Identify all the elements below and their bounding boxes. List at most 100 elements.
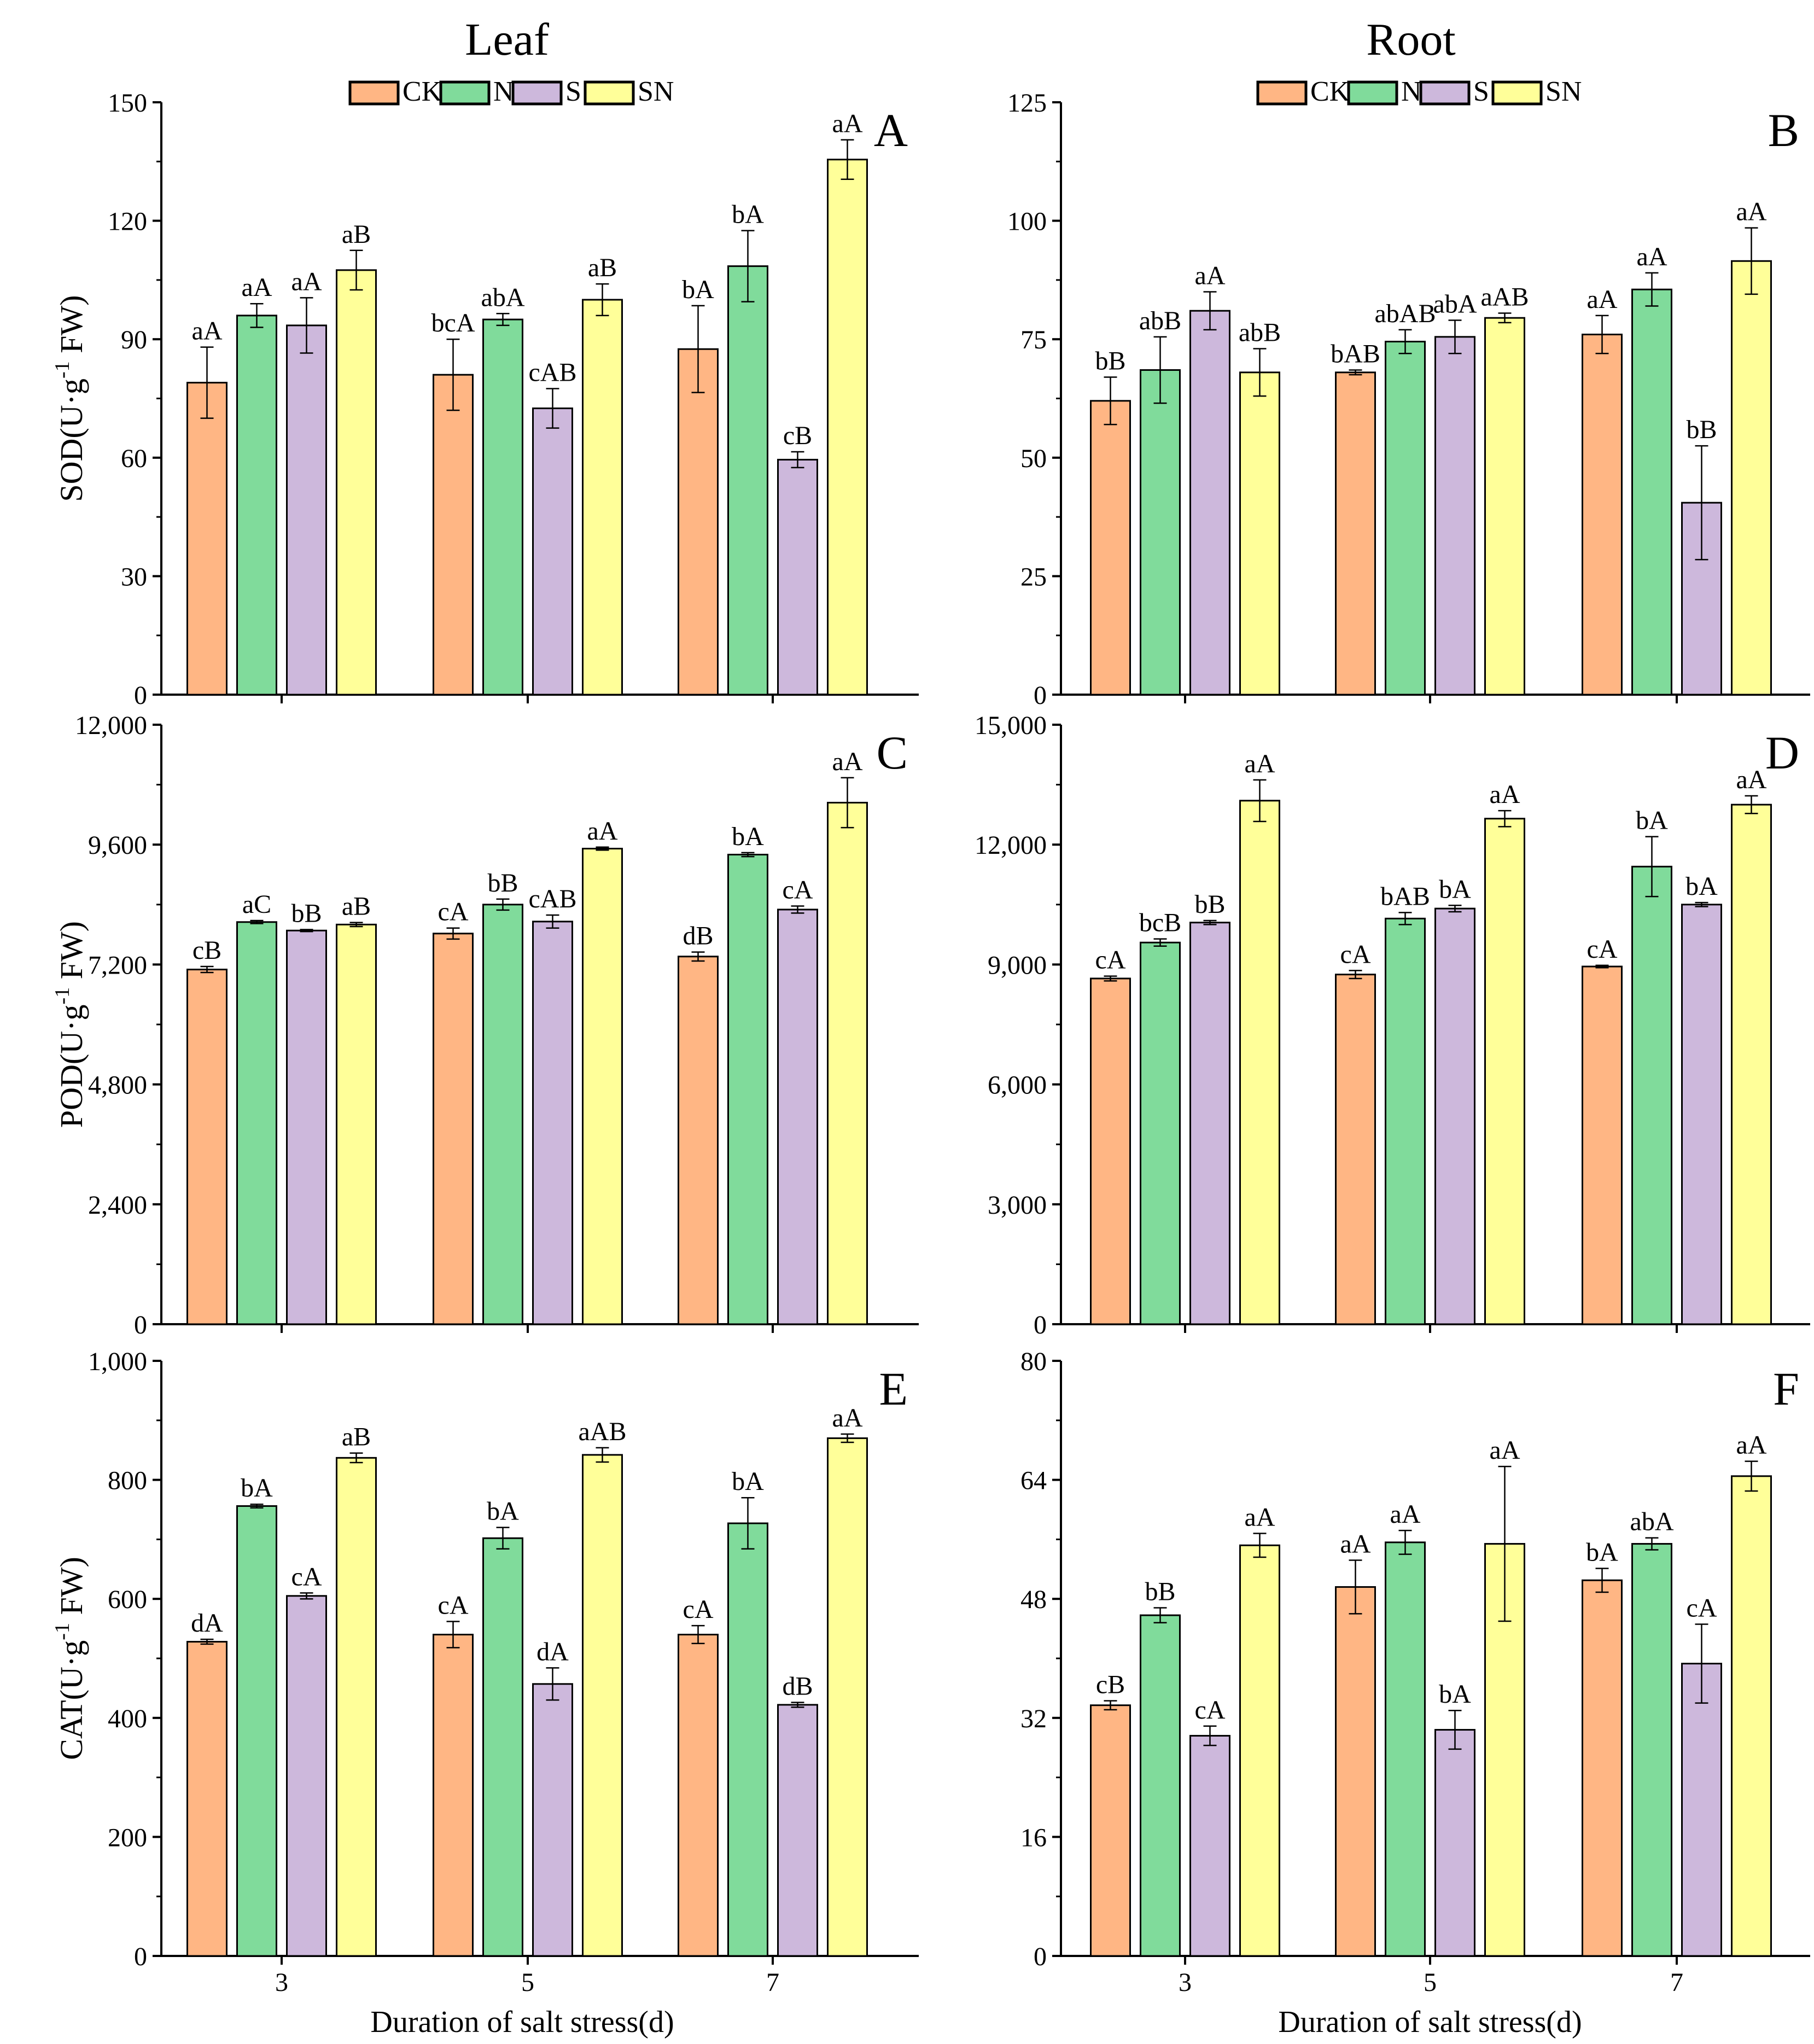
bar-S-3 xyxy=(286,929,327,1325)
bar-CK-7 xyxy=(678,956,719,1325)
bar-N-3 xyxy=(236,1505,277,1957)
x-tick-label: 7 xyxy=(766,1968,779,1997)
y-tick-label: 120 xyxy=(108,207,147,236)
bar-SN-7 xyxy=(1731,803,1772,1325)
significance-label: cA xyxy=(1195,1696,1226,1725)
panel-letter: D xyxy=(1765,726,1799,779)
bar-CK-7 xyxy=(1582,965,1623,1325)
y-tick-label: 1,000 xyxy=(88,1347,147,1376)
panel-letter: C xyxy=(877,726,908,779)
legend-label-SN: SN xyxy=(638,76,674,107)
significance-label: abB xyxy=(1239,318,1281,347)
panel-letter: B xyxy=(1768,104,1799,156)
bar-N-7 xyxy=(1631,865,1672,1325)
significance-label: bA xyxy=(1636,806,1668,835)
legend-label-S: S xyxy=(565,76,581,107)
legend-swatch-SN xyxy=(584,80,635,106)
y-tick-label: 100 xyxy=(1007,207,1047,236)
bar-N-3 xyxy=(236,315,277,696)
y-tick-label: 80 xyxy=(1020,1347,1047,1376)
significance-label: aA xyxy=(242,273,272,302)
bar-N-5 xyxy=(1385,1541,1426,1957)
bar-CK-3 xyxy=(1090,400,1131,696)
significance-label: aA xyxy=(1195,261,1226,290)
panel-B: 0 25 50 75 100 125 bB bAB aA abB abAB aA aA abA bB abB a… xyxy=(1007,89,1810,710)
bar-N-5 xyxy=(482,318,523,696)
bar-S-7 xyxy=(777,909,818,1325)
panel-E: 0 200 400 600 800 1,000 3 5 7 dA cA cA bA bA bA cA dA dB a… xyxy=(51,1347,919,1997)
bar-SN-3 xyxy=(336,269,377,696)
significance-label: aA xyxy=(1340,1529,1371,1558)
bar-CK-5 xyxy=(433,374,474,696)
bar-CK-7 xyxy=(1582,1579,1623,1957)
legend-label-SN: SN xyxy=(1545,76,1582,107)
significance-label: bA xyxy=(1685,872,1718,901)
y-tick-label: 16 xyxy=(1020,1823,1047,1852)
significance-label: bA xyxy=(487,1497,519,1526)
y-tick-label: 2,400 xyxy=(88,1191,147,1220)
bar-CK-5 xyxy=(433,933,474,1325)
y-tick-label: 0 xyxy=(134,1942,147,1971)
significance-label: bB xyxy=(1194,890,1225,919)
bar-N-3 xyxy=(1140,1614,1181,1957)
legend-swatch-CK xyxy=(1256,80,1308,106)
bar-CK-3 xyxy=(186,1641,228,1957)
significance-label: dB xyxy=(782,1672,813,1701)
y-tick-label: 200 xyxy=(108,1823,147,1852)
significance-label: cA xyxy=(291,1562,322,1591)
y-tick-label: 800 xyxy=(108,1466,147,1495)
significance-label: aA xyxy=(1490,780,1520,809)
y-tick-label: 12,000 xyxy=(75,711,147,740)
significance-label: aA xyxy=(1587,285,1618,314)
significance-label: aC xyxy=(242,890,271,919)
bar-SN-5 xyxy=(582,848,623,1325)
y-tick-label: 9,000 xyxy=(988,951,1047,980)
legend-label-CK: CK xyxy=(403,76,442,107)
bar-S-7 xyxy=(777,1704,818,1957)
significance-label: bA xyxy=(1439,875,1471,904)
significance-label: bAB xyxy=(1380,882,1430,911)
x-tick-label: 5 xyxy=(1424,1968,1437,1997)
bar-SN-5 xyxy=(1484,818,1525,1325)
bar-SN-3 xyxy=(1239,1544,1280,1957)
y-tick-label: 7,200 xyxy=(88,951,147,980)
significance-label: aB xyxy=(588,253,617,282)
bar-N-7 xyxy=(727,853,768,1325)
significance-label: cA xyxy=(438,1591,469,1620)
legend-swatch-CK xyxy=(348,80,400,106)
y-tick-label: 75 xyxy=(1020,325,1047,354)
legend-leaf: CK N S SN xyxy=(348,76,674,107)
bar-CK-3 xyxy=(1090,1704,1131,1957)
bar-S-5 xyxy=(532,921,573,1325)
panel-C: 0 2,400 4,800 7,200 9,600 12,000 cB cA dB aC bB bA b… xyxy=(51,711,919,1340)
significance-label: cA xyxy=(783,876,813,905)
significance-label: bB xyxy=(1095,347,1125,376)
y-tick-label: 64 xyxy=(1020,1466,1047,1495)
title-leaf: Leaf xyxy=(465,14,549,65)
bar-SN-5 xyxy=(582,1454,623,1957)
y-axis-label: SOD(U·g-1 FW) xyxy=(51,295,89,502)
y-tick-label: 30 xyxy=(121,562,147,591)
bar-S-5 xyxy=(1434,1729,1475,1957)
x-tick-label: 5 xyxy=(521,1968,534,1997)
bar-CK-5 xyxy=(1335,974,1376,1325)
bar-S-7 xyxy=(1681,1663,1722,1957)
bar-SN-7 xyxy=(827,159,868,696)
bar-S-3 xyxy=(286,324,327,696)
y-tick-label: 9,600 xyxy=(88,831,147,860)
significance-label: aA xyxy=(832,1404,863,1432)
y-tick-label: 6,000 xyxy=(988,1071,1047,1100)
panel-letter: E xyxy=(879,1362,908,1415)
bar-S-5 xyxy=(1434,907,1475,1325)
significance-label: aA xyxy=(1490,1436,1520,1465)
bar-S-5 xyxy=(532,407,573,696)
significance-label: bA xyxy=(732,1467,764,1496)
significance-label: bA xyxy=(732,200,764,229)
bar-N-7 xyxy=(727,265,768,696)
significance-label: aA xyxy=(1736,765,1767,794)
significance-label: cA xyxy=(1687,1593,1717,1622)
significance-label: cB xyxy=(1096,1670,1125,1699)
legend-root: CK N S SN xyxy=(1256,76,1582,107)
y-tick-label: 50 xyxy=(1020,444,1047,473)
